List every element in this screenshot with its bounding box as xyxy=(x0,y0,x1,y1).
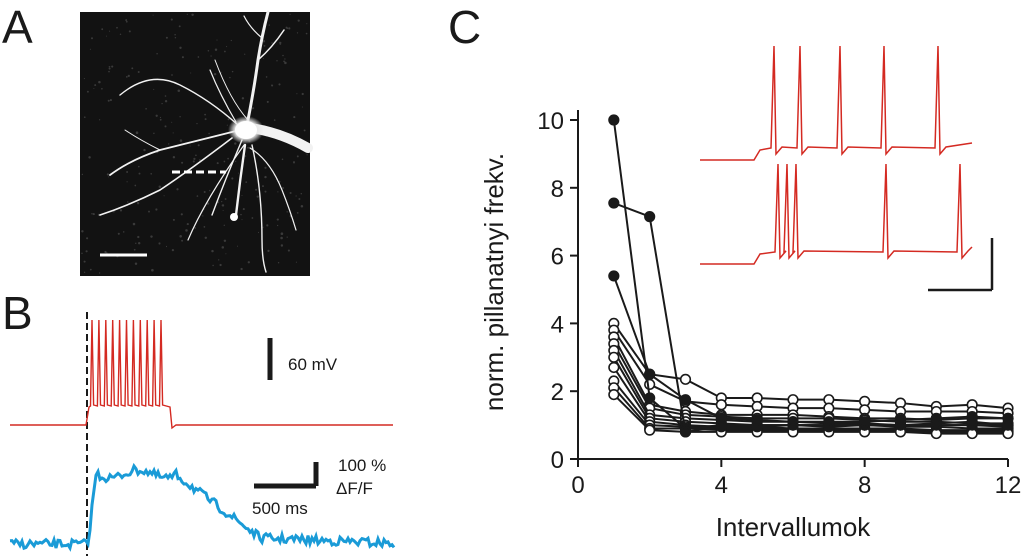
x-tick-label: 8 xyxy=(858,472,871,499)
series-line xyxy=(613,387,1008,433)
data-point xyxy=(608,114,620,126)
data-point xyxy=(787,416,799,428)
data-point xyxy=(715,399,727,411)
data-point xyxy=(608,388,620,401)
panel-c-letter: C xyxy=(448,1,482,53)
inset-trace-burst xyxy=(700,163,973,265)
y-tick-label: 2 xyxy=(551,379,564,406)
data-point xyxy=(715,412,727,424)
dff-scale-label-line2: ΔF/F xyxy=(336,479,373,498)
data-point xyxy=(608,351,620,363)
neuron-bouton xyxy=(230,213,238,221)
data-point xyxy=(644,378,656,391)
y-tick-label: 8 xyxy=(551,176,564,203)
series-line xyxy=(612,336,1008,422)
data-point xyxy=(894,414,907,426)
time-scale-label: 500 ms xyxy=(252,499,308,518)
data-point xyxy=(608,270,620,282)
panel-a-letter: A xyxy=(2,1,33,53)
series-line xyxy=(612,119,1008,430)
data-point xyxy=(644,368,656,380)
data-point xyxy=(1002,412,1014,424)
x-axis-title: Intervallumok xyxy=(716,512,872,542)
y-tick-label: 10 xyxy=(537,108,564,135)
neuron-micrograph xyxy=(80,10,313,276)
data-point xyxy=(608,361,620,374)
y-tick-label: 0 xyxy=(551,447,564,474)
inset-scale-bar xyxy=(928,238,994,292)
x-tick-label: 4 xyxy=(715,472,728,499)
calcium-trace xyxy=(9,462,396,552)
series-line xyxy=(612,343,1008,425)
data-point xyxy=(751,414,763,426)
series-line xyxy=(612,329,1009,415)
series-2 xyxy=(608,197,1014,438)
data-point xyxy=(608,197,620,209)
panel-b-letter: B xyxy=(2,287,33,339)
series-line xyxy=(613,322,1009,410)
data-point xyxy=(930,412,942,424)
y-tick-label: 4 xyxy=(551,311,564,338)
data-point xyxy=(644,392,656,404)
micrograph-noise xyxy=(81,13,308,274)
y-tick-label: 6 xyxy=(551,244,564,271)
panel-b-traces xyxy=(9,312,396,556)
data-point xyxy=(859,416,871,428)
data-point xyxy=(644,211,656,223)
x-tick-label: 12 xyxy=(995,472,1022,499)
dff-scale-label-line1: 100 % xyxy=(338,456,387,475)
data-point xyxy=(823,416,835,428)
series-1 xyxy=(608,114,1014,435)
frequency-chart: 0 2 4 6 8 10 0 4 8 12 Intervallumok norm. pillana… xyxy=(479,108,1021,542)
series-3 xyxy=(608,270,1014,428)
dff-scale-bar xyxy=(254,462,319,489)
data-point xyxy=(966,411,978,423)
voltage-scale-label: 60 mV xyxy=(288,355,338,374)
panel-c-insets xyxy=(700,45,994,292)
series-line xyxy=(612,275,1009,423)
micrograph-background xyxy=(80,12,310,276)
x-tick-label: 0 xyxy=(571,472,584,499)
y-axis-title: norm. pillanatnyi frekv. xyxy=(479,153,509,411)
data-point xyxy=(679,426,692,438)
data-point xyxy=(679,373,692,385)
voltage-trace xyxy=(10,319,393,430)
inset-trace-regular xyxy=(700,45,973,161)
series-line xyxy=(613,202,1009,434)
data-point xyxy=(679,394,692,406)
series-line xyxy=(613,393,1008,435)
data-point xyxy=(644,424,656,436)
